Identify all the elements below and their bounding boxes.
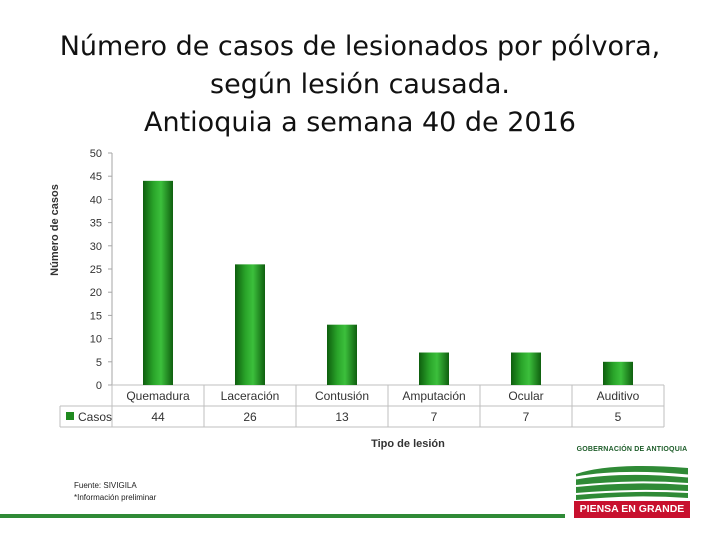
data-value-label: 26 (243, 410, 257, 424)
y-tick-label: 45 (90, 171, 102, 183)
bar (143, 180, 173, 385)
logo-slogan: PIENSA EN GRANDE (574, 501, 690, 518)
category-label: Ocular (508, 389, 543, 403)
category-label: Auditivo (597, 389, 640, 403)
y-tick-label: 30 (90, 241, 102, 253)
chart-title-line-1: Número de casos de lesionados por pólvor… (59, 31, 661, 62)
data-value-label: 13 (335, 410, 349, 424)
y-tick-label: 10 (90, 334, 102, 346)
category-label: Contusión (315, 389, 369, 403)
gobernacion-logo: GOBERNACIÓN DE ANTIOQUIA PIENSA EN GRAND… (572, 440, 692, 522)
bottom-divider (0, 514, 565, 518)
source-note: Fuente: SIVIGILA (74, 481, 137, 490)
y-tick-label: 25 (90, 264, 102, 276)
data-value-label: 7 (431, 410, 438, 424)
y-axis-title: Número de casos (49, 184, 61, 276)
bar (327, 324, 357, 385)
category-label: Quemadura (126, 389, 190, 403)
chart-title-line-2: según lesión causada. (210, 69, 510, 100)
bar (419, 352, 449, 385)
y-tick-label: 50 (90, 148, 102, 160)
bar (603, 361, 633, 385)
y-tick-label: 5 (96, 357, 102, 369)
logo-org-name: GOBERNACIÓN DE ANTIOQUIA (576, 446, 688, 453)
chart-title: Número de casos de lesionados por pólvor… (0, 28, 720, 142)
y-tick-label: 0 (96, 380, 102, 392)
y-tick-label: 35 (90, 218, 102, 230)
preliminary-note: *Información preliminar (74, 493, 157, 502)
data-value-label: 5 (615, 410, 622, 424)
y-tick-label: 20 (90, 287, 102, 299)
category-label: Amputación (402, 389, 465, 403)
y-tick-label: 40 (90, 194, 102, 206)
y-tick-label: 15 (90, 310, 102, 322)
category-label: Laceración (221, 389, 280, 403)
legend-swatch (66, 412, 74, 420)
data-value-label: 44 (151, 410, 165, 424)
x-axis-title: Tipo de lesión (371, 438, 445, 450)
bar (235, 264, 265, 385)
bar (511, 352, 541, 385)
logo-hills-icon (575, 466, 689, 500)
legend-label: Casos (78, 410, 112, 424)
data-value-label: 7 (523, 410, 530, 424)
chart-title-line-3: Antioquia a semana 40 de 2016 (144, 107, 576, 138)
